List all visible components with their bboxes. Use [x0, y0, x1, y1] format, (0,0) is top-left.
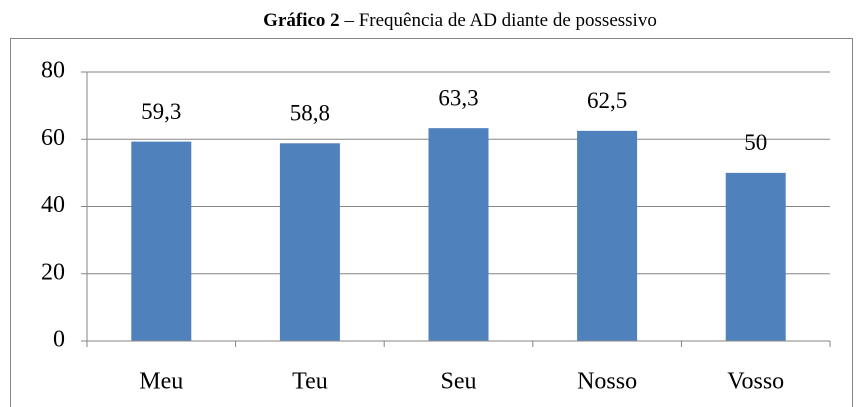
y-tick-label: 60 — [41, 125, 65, 151]
bar — [428, 128, 489, 341]
y-tick-label: 0 — [53, 327, 65, 353]
title-rest: – Frequência de AD diante de possessivo — [343, 10, 656, 31]
bar — [577, 130, 638, 341]
x-tick-label: Vosso — [727, 369, 784, 395]
chart-title: Gráfico 2 – Frequência de AD diante de p… — [263, 10, 657, 31]
x-tick-label: Teu — [292, 369, 328, 395]
y-tick-label: 80 — [41, 58, 65, 84]
x-tick-label: Nosso — [577, 369, 637, 395]
value-label: 62,5 — [587, 88, 627, 113]
value-label: 63,3 — [438, 85, 478, 110]
x-tick-label: Meu — [139, 369, 183, 395]
y-tick-label: 20 — [41, 259, 65, 285]
value-label: 59,3 — [141, 99, 181, 124]
y-tick-label: 40 — [41, 192, 65, 218]
x-tick-label: Seu — [441, 369, 477, 395]
chart-border — [10, 38, 853, 407]
bar — [131, 141, 192, 341]
bar — [725, 172, 786, 341]
value-label: 58,8 — [290, 101, 330, 126]
bar — [279, 143, 340, 341]
value-label: 50 — [744, 130, 767, 155]
title-bold: Gráfico 2 — [263, 10, 340, 31]
